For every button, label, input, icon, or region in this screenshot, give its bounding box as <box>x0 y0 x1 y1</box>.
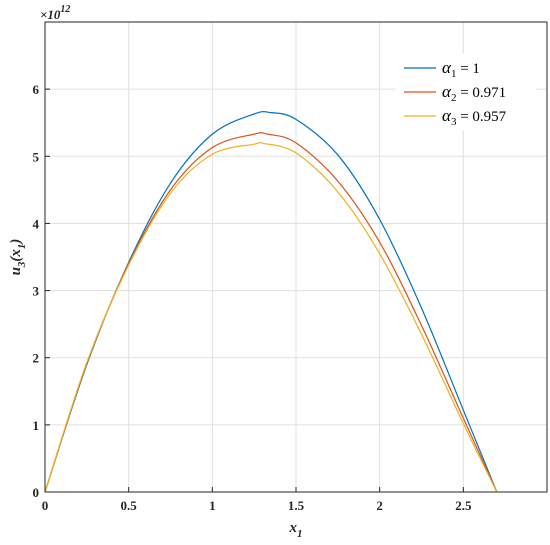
y-axis-label-open-paren: ( <box>8 256 24 262</box>
y-axis-label-close-paren: ) <box>8 239 24 246</box>
x-tick-label: 2 <box>376 498 383 513</box>
legend-entry-1: α1 = 1 <box>442 58 480 80</box>
y-tick-label: 1 <box>33 418 40 433</box>
y-axis-label: u3(x1) <box>8 239 28 276</box>
legend-entry-3: α3 = 0.957 <box>442 106 507 128</box>
y-exponent-label: ×1012 <box>40 4 70 22</box>
legend-entry-2: α2 = 0.971 <box>442 82 506 104</box>
x-axis-label-symbol: x <box>289 520 298 536</box>
y-tick-label: 0 <box>33 485 40 500</box>
x-axis-ticks: 0 0.5 1 1.5 2 2.5 <box>42 487 472 513</box>
y-axis-label-arg: x <box>8 249 24 258</box>
series-line-3 <box>44 142 498 493</box>
y-tick-label: 3 <box>33 284 40 299</box>
x-tick-label: 2.5 <box>455 498 472 513</box>
series-lines <box>44 111 498 493</box>
y-axis-label-symbol: u <box>8 267 24 275</box>
grid-lines <box>44 22 547 493</box>
y-tick-label: 6 <box>33 82 40 97</box>
x-tick-label: 0 <box>42 498 49 513</box>
y-tick-label: 5 <box>33 149 40 164</box>
x-axis-label: x1 <box>289 520 303 540</box>
y-tick-label: 4 <box>33 216 40 231</box>
x-axis-label-subscript: 1 <box>297 528 303 540</box>
y-axis-label-arg-subscript: 1 <box>16 244 28 250</box>
x-tick-label: 1 <box>209 498 216 513</box>
y-exponent-base: ×10 <box>40 7 61 22</box>
x-tick-label: 1.5 <box>288 498 305 513</box>
y-axis-label-subscript: 3 <box>16 261 28 268</box>
y-exponent-power: 12 <box>60 4 70 15</box>
y-tick-label: 2 <box>33 351 40 366</box>
y-axis-ticks: 0 1 2 3 4 5 6 <box>33 82 50 500</box>
x-tick-label: 0.5 <box>121 498 138 513</box>
